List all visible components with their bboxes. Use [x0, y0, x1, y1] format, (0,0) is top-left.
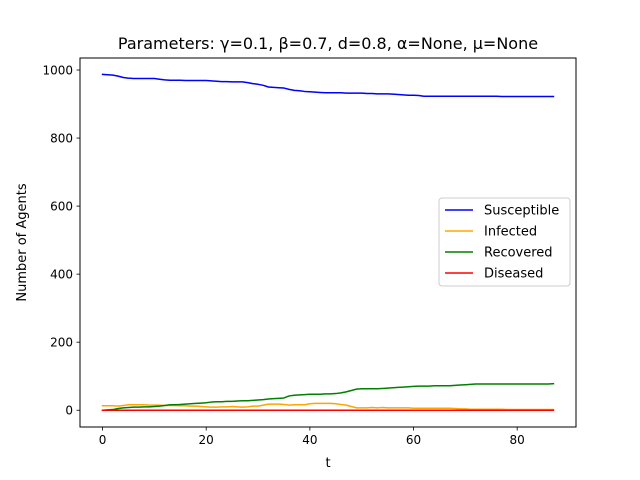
plot-frame: [79, 57, 577, 428]
y-tick-label: 600: [50, 200, 73, 214]
x-tick-label: 0: [99, 433, 107, 447]
y-axis-label: Number of Agents: [15, 183, 30, 301]
legend-label-diseased: Diseased: [484, 267, 543, 282]
x-tick-label: 20: [199, 433, 214, 447]
plot-area: [101, 73, 555, 412]
legend-frame: [438, 197, 571, 287]
x-tick-label: 80: [510, 433, 525, 447]
x-tick-label: 60: [406, 433, 421, 447]
chart-title: Parameters: γ=0.1, β=0.7, d=0.8, α=None,…: [118, 34, 538, 53]
y-tick-label: 0: [65, 404, 73, 418]
y-tick-label: 800: [50, 132, 73, 146]
legend: Susceptible Infected Recovered Diseased: [438, 197, 571, 287]
series-line-susceptible: [101, 73, 555, 98]
legend-label-susceptible: Susceptible: [484, 204, 559, 219]
series-line-recovered: [101, 382, 555, 412]
x-tick-label: 40: [302, 433, 317, 447]
legend-label-infected: Infected: [484, 225, 537, 240]
legend-label-recovered: Recovered: [484, 246, 553, 261]
y-tick-label: 200: [50, 336, 73, 350]
x-axis-label: t: [325, 456, 330, 471]
y-tick-label: 400: [50, 268, 73, 282]
y-tick-label: 1000: [42, 64, 73, 78]
series-line-infected: [101, 402, 555, 411]
